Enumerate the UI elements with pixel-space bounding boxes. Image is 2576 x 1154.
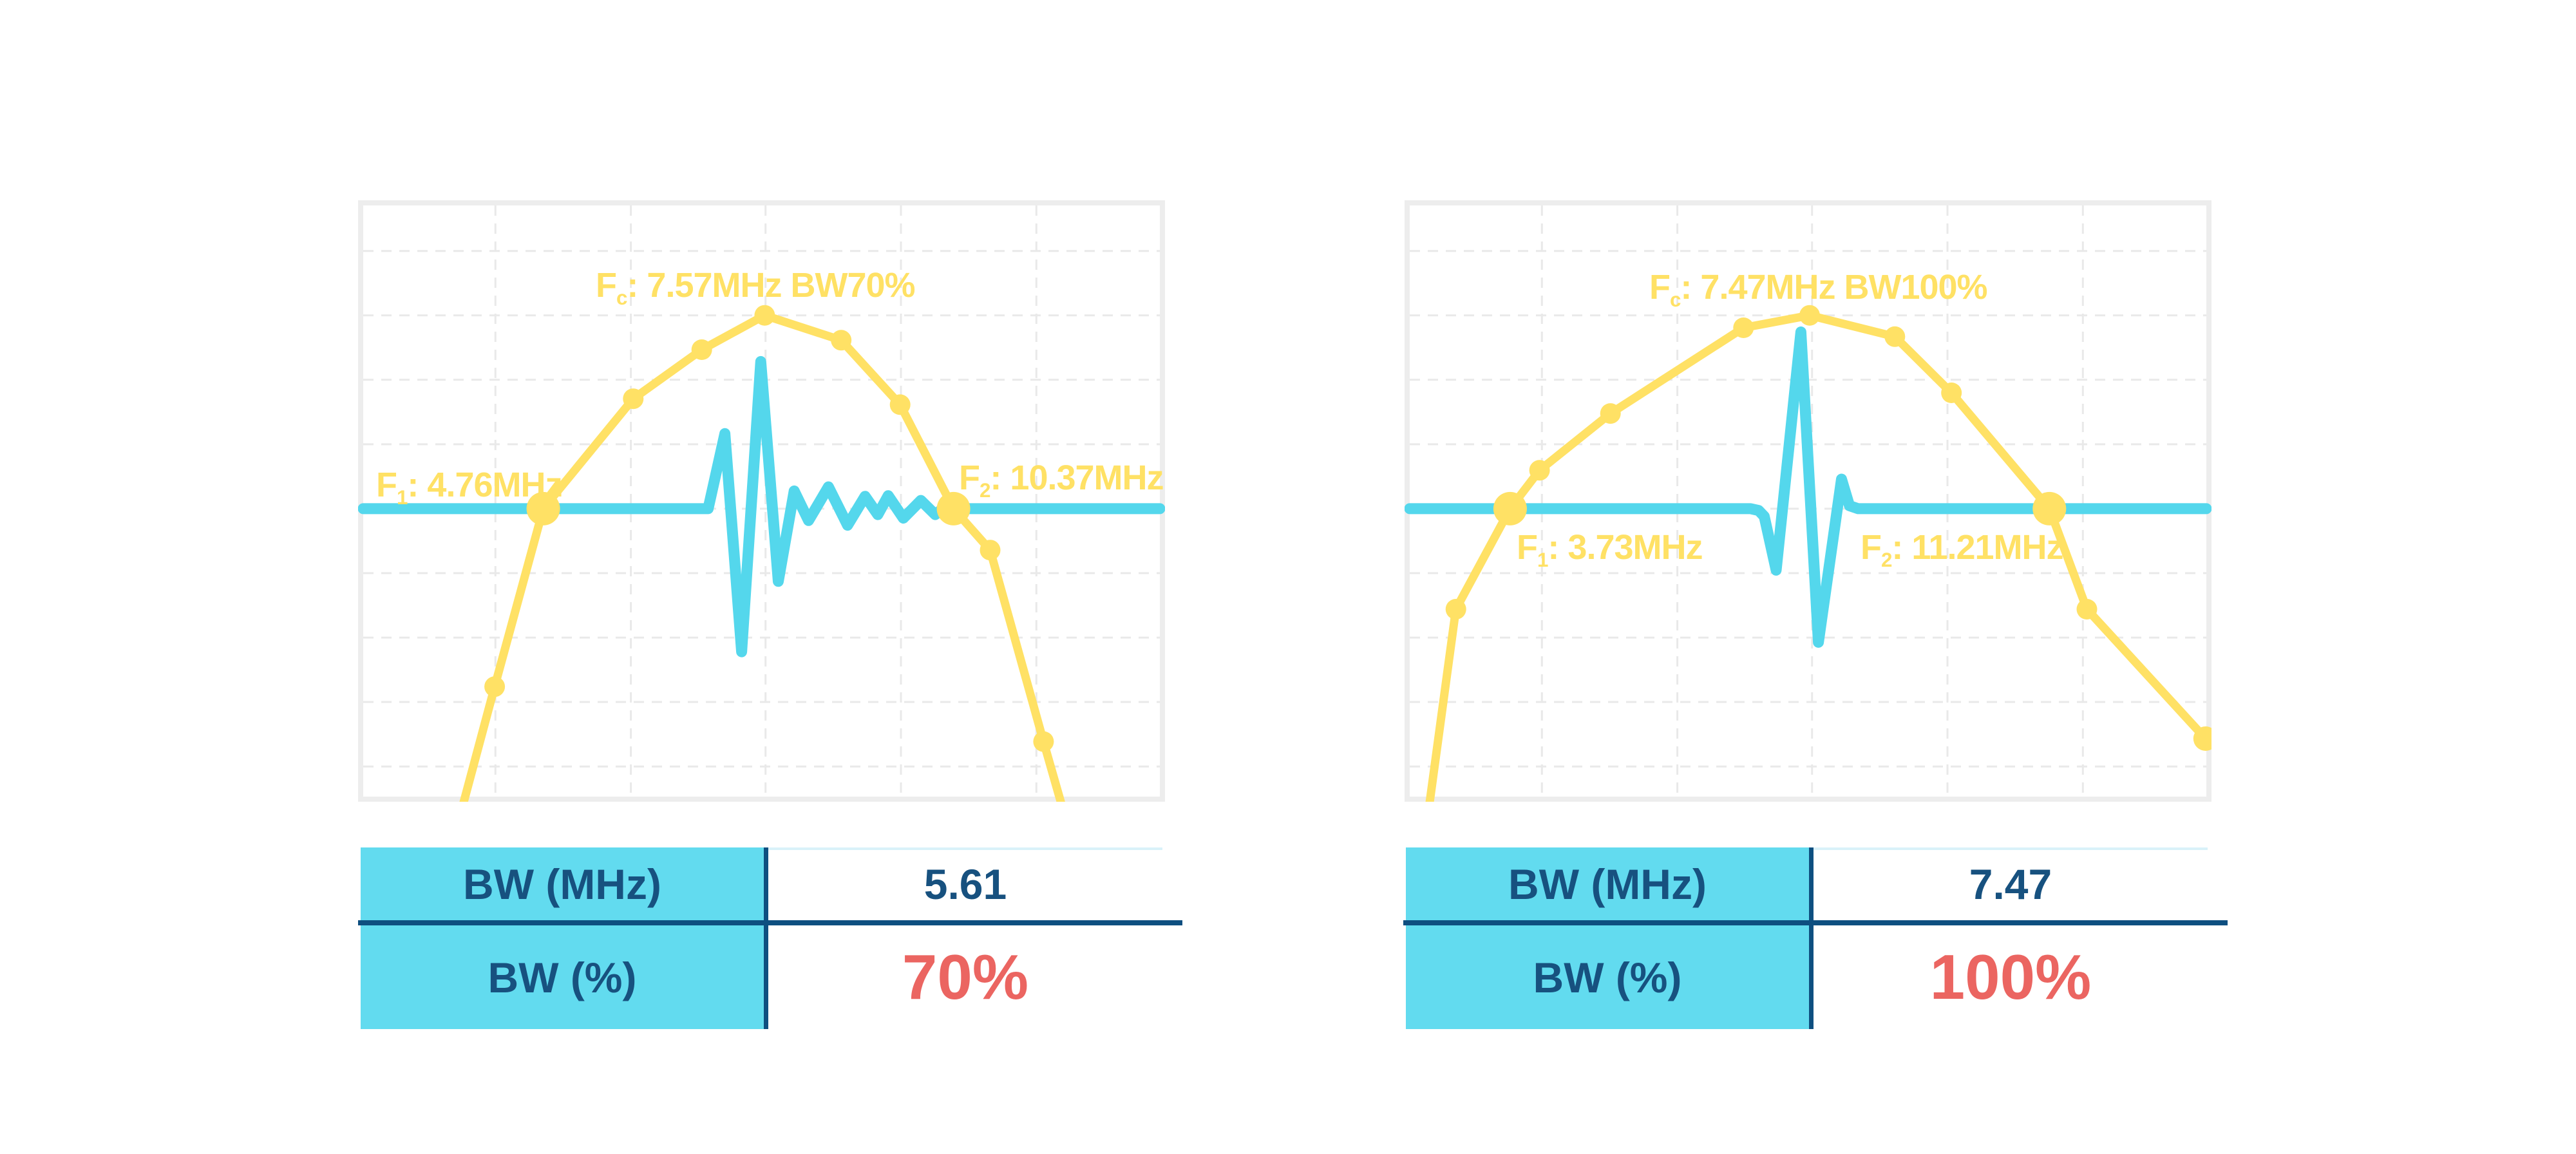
chart-plot	[358, 200, 1165, 802]
bw-mhz-value: 7.47	[1969, 860, 2052, 908]
table-column-divider	[1809, 847, 1814, 1029]
bw-percent-value: 70%	[902, 941, 1029, 1012]
table-label-column	[1406, 847, 1809, 1029]
f1-label: F1: 4.76MHz	[376, 466, 563, 509]
table-row-label: BW (MHz)	[463, 860, 661, 908]
bandwidth-table-bw100: BW (MHz) 7.47 BW (%) 100%	[1403, 847, 2228, 1029]
bandwidth-table-bw70: BW (MHz) 5.61 BW (%) 70%	[358, 847, 1182, 1029]
center-frequency-label: Fc: 7.47MHz BW100%	[1649, 268, 1988, 311]
chart-plot	[1405, 200, 2211, 802]
table-row-label: BW (%)	[1533, 953, 1682, 1001]
f2-label: F2: 11.21MHz	[1861, 528, 2064, 571]
bw-mhz-value: 5.61	[923, 860, 1007, 908]
table-row-divider	[358, 920, 1182, 925]
table-label-column	[361, 847, 764, 1029]
bw-percent-value: 100%	[1929, 941, 2092, 1012]
table-row-divider	[1403, 920, 2228, 925]
center-frequency-label: Fc: 7.57MHz BW70%	[596, 266, 916, 309]
pulse-spectrum-chart-bw100: Fc: 7.47MHz BW100% F1: 3.73MHz F2: 11.21…	[1405, 200, 2211, 802]
table-row-label: BW (%)	[488, 953, 637, 1001]
value-column-top-border	[768, 847, 1162, 850]
f1-label: F1: 3.73MHz	[1517, 528, 1703, 571]
table-column-divider	[764, 847, 768, 1029]
table-row-label: BW (MHz)	[1508, 860, 1707, 908]
pulse-spectrum-chart-bw70: Fc: 7.57MHz BW70% F1: 4.76MHz F2: 10.37M…	[358, 200, 1165, 802]
f2-label: F2: 10.37MHz	[959, 459, 1164, 502]
value-column-top-border	[1814, 847, 2208, 850]
